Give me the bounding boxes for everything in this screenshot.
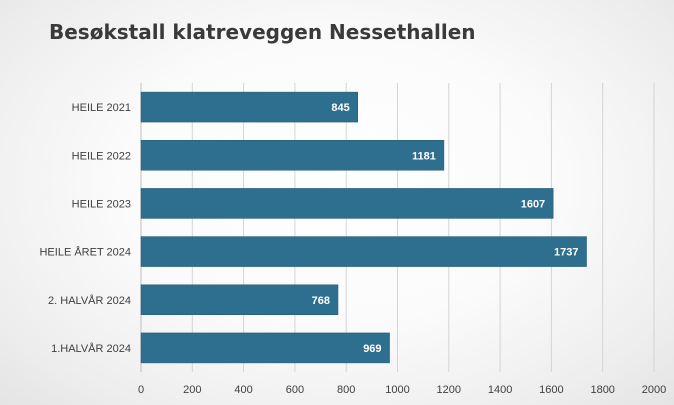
bars: 845 1181 1607 1737 768 969 <box>140 91 587 364</box>
bar <box>140 188 554 219</box>
bar <box>140 284 339 315</box>
category-label: HEILE 2022 <box>72 150 131 162</box>
data-label: 768 <box>312 295 330 307</box>
x-tick-label: 800 <box>337 384 355 396</box>
x-tick-labels: 0 200 400 600 800 1000 1200 1400 1600 1800 2000 <box>138 384 666 396</box>
data-label: 845 <box>331 102 349 114</box>
bar <box>140 140 445 171</box>
data-label: 1607 <box>521 198 545 210</box>
category-labels: HEILE 2021 HEILE 2022 HEILE 2023 HEILE ÅRET… <box>39 102 131 355</box>
chart-title: Besøkstall klatreveggen Nessethallen <box>49 20 476 44</box>
x-tick-label: 200 <box>183 384 201 396</box>
x-tick-label: 1400 <box>488 384 512 396</box>
x-tick-label: 2000 <box>642 384 666 396</box>
bar <box>140 332 390 364</box>
category-label: 1.HALVÅR 2024 <box>51 342 131 355</box>
data-label: 1181 <box>412 150 436 162</box>
category-label: HEILE 2023 <box>72 198 131 210</box>
x-tick-label: 1200 <box>437 384 461 396</box>
data-label: 969 <box>363 343 381 355</box>
category-label: HEILE 2021 <box>72 102 131 114</box>
bar <box>140 91 358 123</box>
x-tick-label: 1800 <box>590 384 614 396</box>
x-tick-label: 600 <box>286 384 304 396</box>
x-tick-label: 1600 <box>539 384 563 396</box>
x-tick-label: 1000 <box>385 384 409 396</box>
gridlines <box>140 83 655 372</box>
x-tick-label: 0 <box>138 384 144 396</box>
bar <box>140 236 587 267</box>
x-tick-label: 400 <box>234 384 252 396</box>
category-label: 2. HALVÅR 2024 <box>48 294 131 307</box>
data-label: 1737 <box>554 247 578 259</box>
category-label: HEILE ÅRET 2024 <box>39 246 131 259</box>
